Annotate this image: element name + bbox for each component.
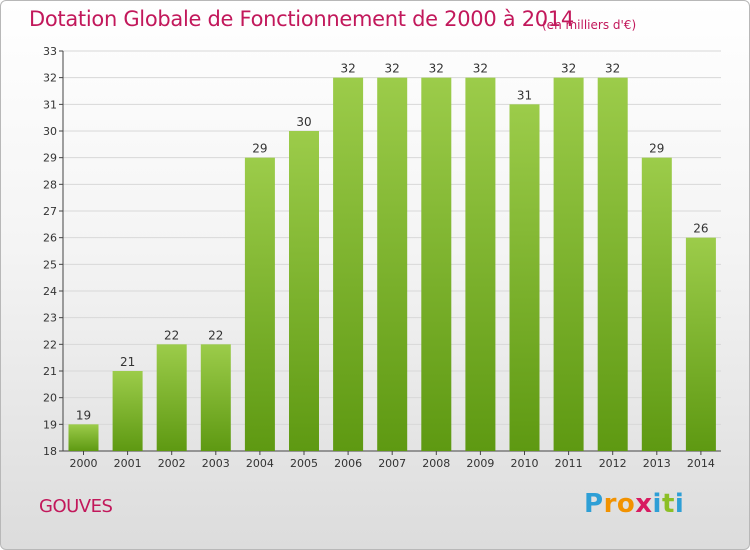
bar	[553, 77, 584, 452]
logo-letter: r	[603, 489, 617, 519]
y-tick-label: 22	[43, 338, 57, 351]
bar	[377, 77, 408, 452]
bar	[68, 424, 99, 451]
bar	[421, 77, 452, 452]
data-label: 30	[296, 115, 311, 129]
x-tick-label: 2012	[599, 457, 627, 470]
data-label: 32	[605, 62, 620, 76]
x-tick-label: 2004	[246, 457, 274, 470]
logo-letter: i	[674, 489, 685, 519]
x-tick-label: 2010	[511, 457, 539, 470]
x-tick-label: 2000	[70, 457, 98, 470]
bar	[289, 131, 319, 451]
y-tick-label: 26	[43, 232, 57, 245]
logo-letter: P	[584, 489, 604, 519]
data-label: 32	[429, 62, 444, 76]
data-label: 26	[693, 222, 708, 236]
data-label: 29	[252, 142, 267, 156]
x-tick-label: 2014	[687, 457, 715, 470]
x-tick-label: 2001	[114, 457, 142, 470]
bar	[597, 77, 628, 452]
data-label: 22	[208, 328, 223, 342]
y-tick-label: 33	[43, 45, 57, 58]
data-label: 19	[76, 408, 91, 422]
bar	[685, 237, 716, 451]
chart-title: Dotation Globale de Fonctionnement de 20…	[29, 7, 574, 31]
y-tick-label: 28	[43, 178, 57, 191]
y-tick-label: 21	[43, 365, 57, 378]
commune-name: GOUVES	[39, 496, 113, 517]
logo-letter: x	[635, 489, 653, 519]
x-tick-label: 2011	[555, 457, 583, 470]
x-tick-label: 2003	[202, 457, 230, 470]
bar	[465, 77, 496, 452]
bar	[244, 157, 275, 451]
bar	[112, 371, 143, 451]
unit-label: (en milliers d'€)	[542, 18, 637, 32]
y-tick-label: 29	[43, 152, 57, 165]
y-tick-label: 18	[43, 445, 57, 458]
logo-letter: i	[652, 489, 662, 519]
y-tick-label: 23	[43, 312, 57, 325]
data-label: 22	[164, 328, 179, 342]
data-label: 21	[120, 355, 135, 369]
x-tick-label: 2005	[290, 457, 318, 470]
y-tick-label: 32	[43, 72, 57, 85]
data-label: 32	[385, 62, 400, 76]
x-tick-label: 2009	[466, 457, 494, 470]
x-tick-label: 2013	[643, 457, 671, 470]
x-tick-label: 2007	[378, 457, 406, 470]
data-label: 32	[473, 62, 488, 76]
y-tick-label: 25	[43, 258, 57, 271]
logo-letter: t	[661, 489, 675, 519]
bar	[200, 344, 231, 451]
bar	[641, 157, 672, 451]
proxiti-logo: Proxiti	[584, 489, 684, 519]
y-tick-label: 20	[43, 392, 57, 405]
y-tick-label: 30	[43, 125, 57, 138]
y-tick-label: 24	[43, 285, 57, 298]
labels: 19 2000 21 2001 22 2002 22 2003 29 2004 30 2005 32 20…	[70, 62, 715, 470]
y-tick-label: 19	[43, 418, 57, 431]
data-label: 31	[517, 88, 532, 102]
logo-letter: o	[616, 489, 636, 519]
bar	[333, 77, 364, 452]
data-label: 29	[649, 142, 664, 156]
y-tick-label: 27	[43, 205, 57, 218]
bars	[68, 77, 716, 452]
x-tick-label: 2008	[422, 457, 450, 470]
y-tick-label: 31	[43, 98, 57, 111]
bar	[509, 104, 540, 451]
data-label: 32	[561, 62, 576, 76]
bar	[156, 344, 187, 451]
x-tick-label: 2002	[158, 457, 186, 470]
x-tick-label: 2006	[334, 457, 362, 470]
data-label: 32	[340, 62, 355, 76]
